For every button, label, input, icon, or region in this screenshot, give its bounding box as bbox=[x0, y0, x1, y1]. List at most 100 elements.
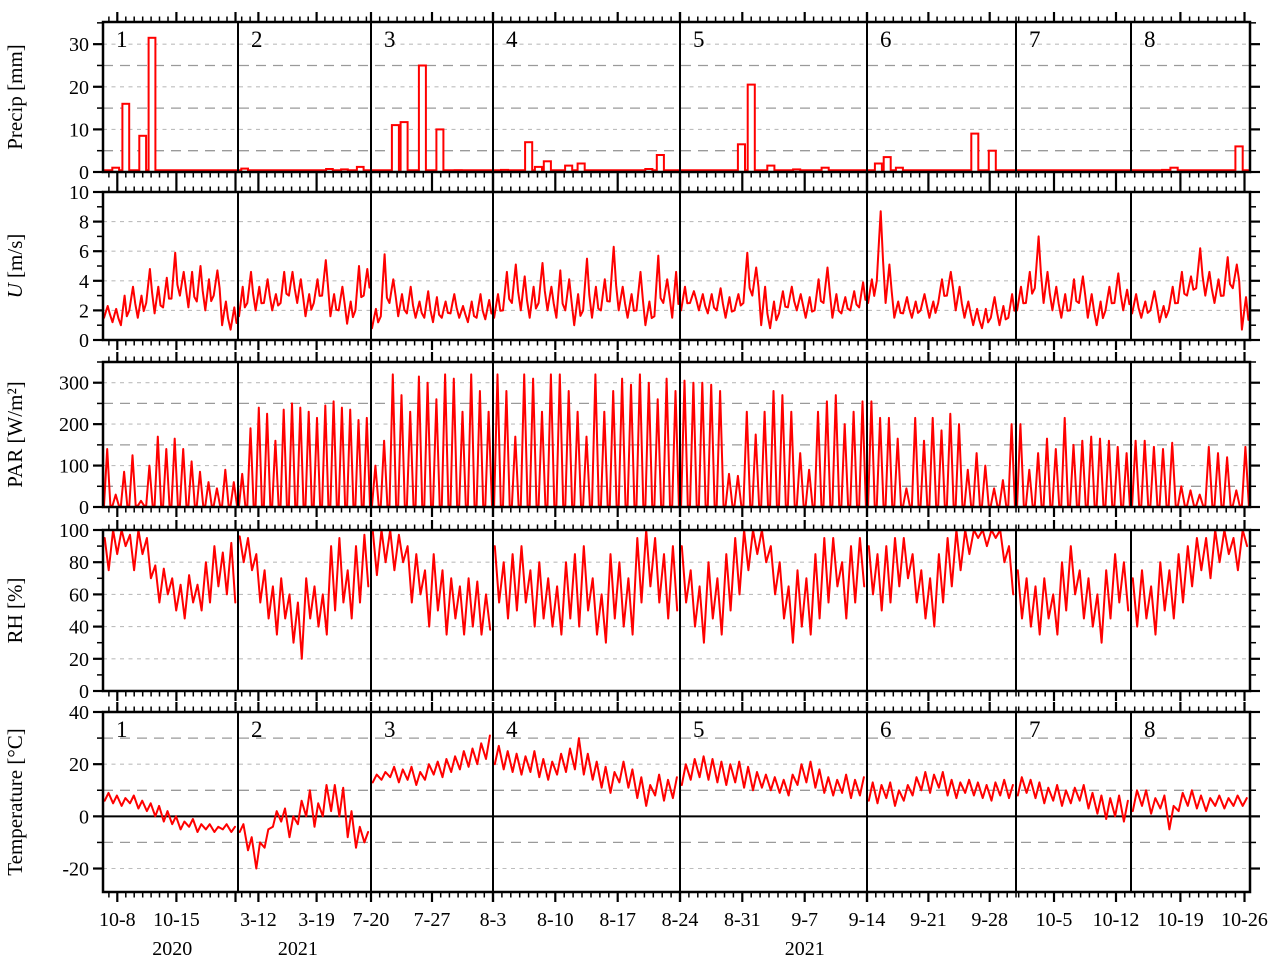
precip-bar bbox=[746, 83, 756, 173]
temp-series bbox=[867, 771, 1014, 807]
u-series bbox=[867, 210, 1016, 330]
year-label: 2021 bbox=[785, 938, 825, 960]
y-tick-label: 40 bbox=[69, 617, 89, 639]
y-tick-label: 6 bbox=[79, 241, 89, 263]
segment-label: 5 bbox=[693, 27, 705, 52]
precip-bar bbox=[399, 121, 409, 173]
rh-series bbox=[680, 529, 866, 644]
temp-series bbox=[1016, 776, 1129, 823]
segment-label: 2 bbox=[251, 27, 263, 52]
segment-label: 8 bbox=[1144, 717, 1156, 742]
y-tick-label: 20 bbox=[69, 77, 89, 99]
panel-border bbox=[101, 710, 1252, 894]
segment-label: 3 bbox=[384, 27, 396, 52]
temp-series bbox=[238, 784, 370, 870]
y-tick-label: -20 bbox=[62, 859, 89, 881]
precip-bar bbox=[417, 64, 427, 173]
panel-temp: -20 0 20 40 Temperature [°C] 1 2 3 4 5 6 7 8 bbox=[3, 702, 1260, 902]
u-series bbox=[493, 245, 680, 327]
u-series bbox=[1131, 247, 1250, 331]
temp-series bbox=[1131, 789, 1248, 831]
y-axis-title-par: PAR [W/m²] bbox=[3, 381, 27, 487]
rh-series bbox=[238, 533, 370, 660]
par-series bbox=[867, 400, 1016, 507]
u-series bbox=[1016, 235, 1131, 327]
y-tick-label: 100 bbox=[59, 456, 89, 478]
x-tick-label: 9-28 bbox=[971, 909, 1008, 931]
precip-bar bbox=[736, 143, 747, 174]
precip-bar bbox=[542, 160, 552, 174]
y-tick-label: 4 bbox=[79, 271, 89, 293]
segment-label: 4 bbox=[506, 27, 518, 52]
x-tick-label: 9-14 bbox=[849, 909, 886, 931]
y-axis-title-rh: RH [%] bbox=[3, 578, 27, 644]
segment-label: 6 bbox=[880, 27, 892, 52]
year-label: 2020 bbox=[152, 938, 192, 960]
x-tick-label: 10-26 bbox=[1221, 909, 1268, 931]
segment-label: 4 bbox=[506, 717, 518, 742]
x-tick-label: 3-19 bbox=[298, 909, 335, 931]
y-tick-label: 80 bbox=[69, 552, 89, 574]
x-tick-label: 3-12 bbox=[240, 909, 277, 931]
x-tick-label: 8-3 bbox=[480, 909, 507, 931]
precip-bar bbox=[147, 36, 157, 173]
par-series bbox=[1131, 439, 1250, 507]
y-tick-label: 2 bbox=[79, 300, 89, 322]
segment-label: 7 bbox=[1029, 717, 1041, 742]
precip-bar bbox=[524, 141, 534, 173]
year-label: 2021 bbox=[278, 938, 318, 960]
x-tick-label: 9-7 bbox=[791, 909, 818, 931]
precip-bar bbox=[435, 128, 445, 173]
y-tick-label: 0 bbox=[79, 806, 89, 828]
y-tick-label: 200 bbox=[59, 414, 89, 436]
temp-series bbox=[371, 734, 491, 786]
y-tick-label: 0 bbox=[79, 162, 89, 184]
segment-label: 7 bbox=[1029, 27, 1041, 52]
precip-bar bbox=[576, 162, 586, 173]
panel-par: 0 100 200 300 PAR [W/m²] bbox=[3, 352, 1260, 519]
x-tick-label: 8-31 bbox=[724, 909, 761, 931]
panel-rh: 0 20 40 60 80 100 RH [%] bbox=[3, 520, 1260, 703]
precip-bar bbox=[138, 134, 148, 174]
precip-bar bbox=[970, 132, 980, 174]
segment-label: 3 bbox=[384, 717, 396, 742]
y-tick-label: 30 bbox=[69, 34, 89, 56]
y-tick-label: 20 bbox=[69, 754, 89, 776]
precip-bar bbox=[873, 162, 883, 173]
x-tick-label: 8-10 bbox=[537, 909, 574, 931]
rh-series bbox=[1016, 545, 1130, 644]
temp-series bbox=[680, 755, 865, 800]
precip-bar bbox=[987, 149, 997, 173]
segment-label: 1 bbox=[116, 717, 128, 742]
precip-bar bbox=[1234, 145, 1244, 173]
y-tick-label: 60 bbox=[69, 584, 89, 606]
y-tick-label: 8 bbox=[79, 212, 89, 234]
par-series bbox=[1016, 416, 1131, 507]
x-tick-label: 7-20 bbox=[353, 909, 390, 931]
y-tick-label: 20 bbox=[69, 649, 89, 671]
y-tick-label: 100 bbox=[59, 520, 89, 542]
y-tick-label: 10 bbox=[69, 119, 89, 141]
precip-bar bbox=[882, 156, 892, 174]
segment-label: 5 bbox=[693, 717, 705, 742]
panel-border bbox=[101, 20, 1252, 174]
y-tick-label: 0 bbox=[79, 497, 89, 519]
par-series bbox=[493, 373, 680, 507]
rh-series bbox=[1131, 529, 1249, 636]
x-tick-label: 10-19 bbox=[1157, 909, 1204, 931]
rh-series bbox=[103, 529, 237, 620]
x-tick-label: 10-12 bbox=[1093, 909, 1140, 931]
u-series bbox=[238, 259, 371, 325]
precip-bar bbox=[390, 124, 400, 173]
segment-label: 2 bbox=[251, 717, 263, 742]
u-series bbox=[680, 251, 867, 330]
y-tick-label: 300 bbox=[59, 373, 89, 395]
rh-series bbox=[493, 529, 679, 644]
u-series bbox=[371, 253, 493, 330]
y-axis-title-u: U [m/s] bbox=[3, 234, 27, 299]
temp-series bbox=[103, 791, 236, 833]
temp-series bbox=[493, 737, 678, 807]
x-tick-label: 8-17 bbox=[599, 909, 636, 931]
x-tick-label: 10-15 bbox=[153, 909, 200, 931]
